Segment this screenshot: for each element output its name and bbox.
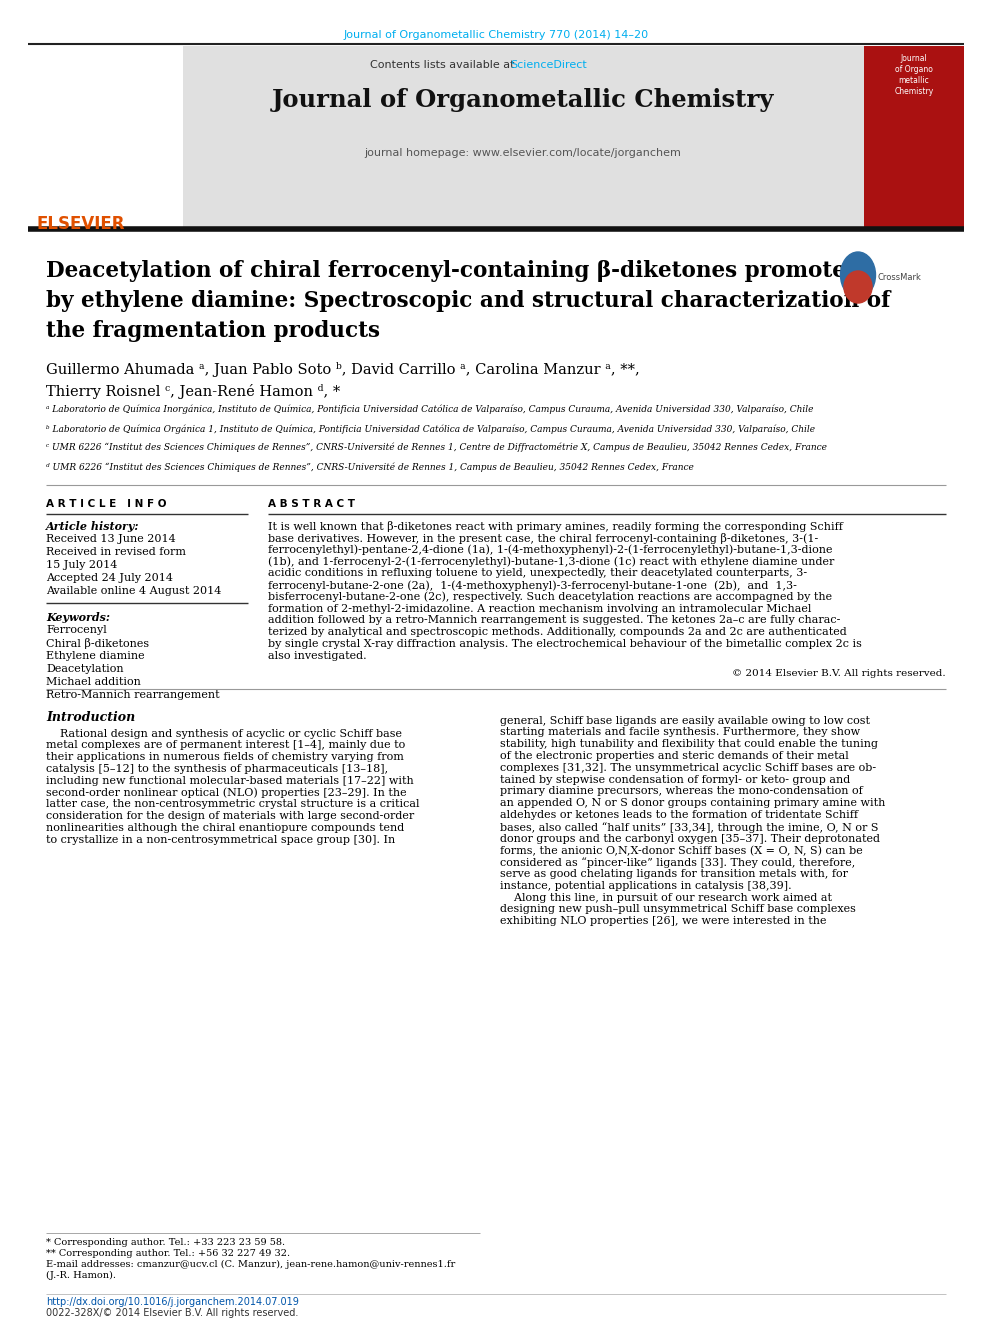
- Bar: [864, 46, 964, 229]
- Text: E-mail addresses: cmanzur@ucv.cl (C. Manzur), jean-rene.hamon@univ-rennes1.fr: E-mail addresses: cmanzur@ucv.cl (C. Man…: [46, 1259, 455, 1269]
- Text: ᵃ Laboratorio de Química Inorgánica, Instituto de Química, Pontificia Universida: ᵃ Laboratorio de Química Inorgánica, Ins…: [46, 405, 813, 414]
- Text: ferrocenyl-butane-2-one (2a),  1-(4-methoxyphenyl)-3-ferrocenyl-butane-1-one  (2: ferrocenyl-butane-2-one (2a), 1-(4-metho…: [268, 579, 797, 590]
- Text: base derivatives. However, in the present case, the chiral ferrocenyl-containing: base derivatives. However, in the presen…: [268, 533, 818, 544]
- Text: designing new push–pull unsymmetrical Schiff base complexes: designing new push–pull unsymmetrical Sc…: [500, 905, 856, 914]
- Text: acidic conditions in refluxing toluene to yield, unexpectedly, their deacetylate: acidic conditions in refluxing toluene t…: [268, 568, 807, 578]
- Text: Deacetylation of chiral ferrocenyl-containing β-diketones promoted: Deacetylation of chiral ferrocenyl-conta…: [46, 261, 861, 282]
- Text: to crystallize in a non-centrosymmetrical space group [30]. In: to crystallize in a non-centrosymmetrica…: [46, 835, 395, 845]
- Text: (1b), and 1-ferrocenyl-2-(1-ferrocenylethyl)-butane-1,3-dione (1c) react with et: (1b), and 1-ferrocenyl-2-(1-ferrocenylet…: [268, 557, 834, 568]
- Text: ferrocenylethyl)-pentane-2,4-dione (1a), 1-(4-methoxyphenyl)-2-(1-ferrocenylethy: ferrocenylethyl)-pentane-2,4-dione (1a),…: [268, 545, 832, 556]
- Text: of the electronic properties and steric demands of their metal: of the electronic properties and steric …: [500, 751, 849, 761]
- Text: ᵈ UMR 6226 “Institut des Sciences Chimiques de Rennes”, CNRS-Université de Renne: ᵈ UMR 6226 “Institut des Sciences Chimiq…: [46, 462, 693, 471]
- Text: A R T I C L E   I N F O: A R T I C L E I N F O: [46, 499, 167, 509]
- Text: Ferrocenyl: Ferrocenyl: [46, 624, 107, 635]
- Text: Ethylene diamine: Ethylene diamine: [46, 651, 145, 662]
- Text: forms, the anionic O,N,X-donor Schiff bases (X = O, N, S) can be: forms, the anionic O,N,X-donor Schiff ba…: [500, 845, 863, 856]
- Text: terized by analytical and spectroscopic methods. Additionally, compounds 2a and : terized by analytical and spectroscopic …: [268, 627, 847, 638]
- Text: ** Corresponding author. Tel.: +56 32 227 49 32.: ** Corresponding author. Tel.: +56 32 22…: [46, 1249, 290, 1258]
- Text: Retro-Mannich rearrangement: Retro-Mannich rearrangement: [46, 691, 219, 700]
- Text: Along this line, in pursuit of our research work aimed at: Along this line, in pursuit of our resea…: [500, 893, 832, 902]
- Text: Deacetylation: Deacetylation: [46, 664, 124, 673]
- Text: © 2014 Elsevier B.V. All rights reserved.: © 2014 Elsevier B.V. All rights reserved…: [732, 668, 946, 677]
- Text: ᵇ Laboratorio de Química Orgánica 1, Instituto de Química, Pontificia Universida: ᵇ Laboratorio de Química Orgánica 1, Ins…: [46, 423, 815, 434]
- Text: http://dx.doi.org/10.1016/j.jorganchem.2014.07.019: http://dx.doi.org/10.1016/j.jorganchem.2…: [46, 1297, 299, 1307]
- Text: exhibiting NLO properties [26], we were interested in the: exhibiting NLO properties [26], we were …: [500, 917, 826, 926]
- Text: by single crystal X-ray diffraction analysis. The electrochemical behaviour of t: by single crystal X-ray diffraction anal…: [268, 639, 862, 650]
- Text: Rational design and synthesis of acyclic or cyclic Schiff base: Rational design and synthesis of acyclic…: [46, 729, 402, 738]
- Text: A B S T R A C T: A B S T R A C T: [268, 499, 355, 509]
- Text: bases, also called “half units” [33,34], through the imine, O, N or S: bases, also called “half units” [33,34],…: [500, 822, 879, 832]
- Text: Journal
of Organo
metallic
Chemistry: Journal of Organo metallic Chemistry: [895, 54, 933, 97]
- Text: primary diamine precursors, whereas the mono-condensation of: primary diamine precursors, whereas the …: [500, 786, 863, 796]
- Text: an appended O, N or S donor groups containing primary amine with: an appended O, N or S donor groups conta…: [500, 798, 886, 808]
- Text: addition followed by a retro-Mannich rearrangement is suggested. The ketones 2a–: addition followed by a retro-Mannich rea…: [268, 615, 840, 626]
- Text: complexes [31,32]. The unsymmetrical acyclic Schiff bases are ob-: complexes [31,32]. The unsymmetrical acy…: [500, 763, 876, 773]
- Text: Thierry Roisnel ᶜ, Jean-René Hamon ᵈ, *: Thierry Roisnel ᶜ, Jean-René Hamon ᵈ, *: [46, 384, 340, 400]
- Text: 0022-328X/© 2014 Elsevier B.V. All rights reserved.: 0022-328X/© 2014 Elsevier B.V. All right…: [46, 1308, 299, 1318]
- Text: Michael addition: Michael addition: [46, 677, 141, 687]
- Text: * Corresponding author. Tel.: +33 223 23 59 58.: * Corresponding author. Tel.: +33 223 23…: [46, 1238, 285, 1248]
- Text: Journal of Organometallic Chemistry: Journal of Organometallic Chemistry: [272, 89, 774, 112]
- Text: also investigated.: also investigated.: [268, 651, 367, 660]
- Text: donor groups and the carbonyl oxygen [35–37]. Their deprotonated: donor groups and the carbonyl oxygen [35…: [500, 833, 880, 844]
- Text: CrossMark: CrossMark: [878, 273, 922, 282]
- Text: by ethylene diamine: Spectroscopic and structural characterization of: by ethylene diamine: Spectroscopic and s…: [46, 290, 891, 312]
- Text: Journal of Organometallic Chemistry 770 (2014) 14–20: Journal of Organometallic Chemistry 770 …: [343, 30, 649, 40]
- Text: Chiral β-diketones: Chiral β-diketones: [46, 638, 149, 650]
- Text: ScienceDirect: ScienceDirect: [510, 60, 586, 70]
- Bar: [183, 46, 864, 229]
- Text: aldehydes or ketones leads to the formation of tridentate Schiff: aldehydes or ketones leads to the format…: [500, 810, 858, 820]
- Text: Available online 4 August 2014: Available online 4 August 2014: [46, 586, 221, 595]
- Text: ᶜ UMR 6226 “Institut des Sciences Chimiques de Rennes”, CNRS-Université de Renne: ᶜ UMR 6226 “Institut des Sciences Chimiq…: [46, 443, 827, 452]
- Text: latter case, the non-centrosymmetric crystal structure is a critical: latter case, the non-centrosymmetric cry…: [46, 799, 420, 810]
- Text: nonlinearities although the chiral enantiopure compounds tend: nonlinearities although the chiral enant…: [46, 823, 405, 833]
- Text: Keywords:: Keywords:: [46, 613, 110, 623]
- Text: 15 July 2014: 15 July 2014: [46, 560, 117, 570]
- Text: the fragmentation products: the fragmentation products: [46, 320, 380, 343]
- Text: second-order nonlinear optical (NLO) properties [23–29]. In the: second-order nonlinear optical (NLO) pro…: [46, 787, 407, 798]
- Text: catalysis [5–12] to the synthesis of pharmaceuticals [13–18],: catalysis [5–12] to the synthesis of pha…: [46, 763, 388, 774]
- Text: tained by stepwise condensation of formyl- or keto- group and: tained by stepwise condensation of formy…: [500, 774, 850, 785]
- Text: serve as good chelating ligands for transition metals with, for: serve as good chelating ligands for tran…: [500, 869, 848, 878]
- Text: considered as “pincer-like” ligands [33]. They could, therefore,: considered as “pincer-like” ligands [33]…: [500, 857, 855, 868]
- Text: consideration for the design of materials with large second-order: consideration for the design of material…: [46, 811, 415, 822]
- Text: Accepted 24 July 2014: Accepted 24 July 2014: [46, 573, 173, 583]
- Text: their applications in numerous fields of chemistry varying from: their applications in numerous fields of…: [46, 753, 404, 762]
- Text: instance, potential applications in catalysis [38,39].: instance, potential applications in cata…: [500, 881, 792, 890]
- Text: Introduction: Introduction: [46, 710, 135, 724]
- Text: Contents lists available at: Contents lists available at: [370, 60, 518, 70]
- Text: bisferrocenyl-butane-2-one (2c), respectively. Such deacetylation reactions are : bisferrocenyl-butane-2-one (2c), respect…: [268, 591, 832, 602]
- Text: It is well known that β-diketones react with primary amines, readily forming the: It is well known that β-diketones react …: [268, 521, 843, 532]
- Text: stability, high tunability and flexibility that could enable the tuning: stability, high tunability and flexibili…: [500, 740, 878, 749]
- Text: starting materials and facile synthesis. Furthermore, they show: starting materials and facile synthesis.…: [500, 728, 860, 737]
- Text: formation of 2-methyl-2-imidazoline. A reaction mechanism involving an intramole: formation of 2-methyl-2-imidazoline. A r…: [268, 603, 811, 614]
- Text: general, Schiff base ligands are easily available owing to low cost: general, Schiff base ligands are easily …: [500, 716, 870, 725]
- Text: Guillermo Ahumada ᵃ, Juan Pablo Soto ᵇ, David Carrillo ᵃ, Carolina Manzur ᵃ, **,: Guillermo Ahumada ᵃ, Juan Pablo Soto ᵇ, …: [46, 363, 640, 377]
- Text: journal homepage: www.elsevier.com/locate/jorganchem: journal homepage: www.elsevier.com/locat…: [365, 148, 682, 157]
- Text: ELSEVIER: ELSEVIER: [36, 216, 125, 233]
- Text: Received 13 June 2014: Received 13 June 2014: [46, 534, 176, 544]
- Text: metal complexes are of permanent interest [1–4], mainly due to: metal complexes are of permanent interes…: [46, 741, 406, 750]
- Text: including new functional molecular-based materials [17–22] with: including new functional molecular-based…: [46, 775, 414, 786]
- Ellipse shape: [844, 271, 872, 303]
- Text: (J.-R. Hamon).: (J.-R. Hamon).: [46, 1271, 116, 1281]
- Text: Article history:: Article history:: [46, 521, 140, 532]
- Text: Received in revised form: Received in revised form: [46, 546, 186, 557]
- Ellipse shape: [840, 251, 876, 298]
